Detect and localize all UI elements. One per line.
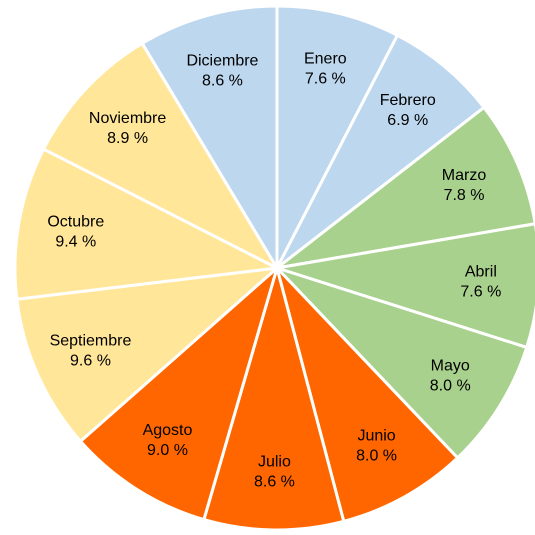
slice-category: Octubre xyxy=(47,213,104,230)
pie-slice xyxy=(275,266,529,460)
slice-value-label: 8.9 % xyxy=(107,130,148,147)
slice-value-label: 8.0 % xyxy=(430,378,471,395)
pie-slice xyxy=(41,41,281,272)
pie-slice xyxy=(202,262,346,532)
slice-labels: Enero 7.6 % Febrero 6.9 % Marzo 7.8 % Abril 7.6… xyxy=(47,51,501,491)
slice-value-label: 6.9 % xyxy=(387,112,428,129)
slice-value-label: 9.4 % xyxy=(55,233,96,250)
pie-slice xyxy=(13,147,283,301)
pie xyxy=(13,4,535,532)
slice-category: Junio xyxy=(357,428,395,445)
slice-category: Septiembre xyxy=(50,333,132,350)
slice-value-label: 8.0 % xyxy=(356,448,397,465)
pie-slice xyxy=(276,222,535,350)
slice-category: Diciembre xyxy=(186,52,258,69)
pie-slice xyxy=(276,105,535,270)
pie-slice xyxy=(140,4,279,274)
pie-slice xyxy=(275,4,400,269)
slice-category: Marzo xyxy=(442,167,487,184)
slice-category: Febrero xyxy=(380,92,436,109)
slice-category: Julio xyxy=(258,454,291,471)
slice-category: Mayo xyxy=(431,358,470,375)
pie-slice xyxy=(275,266,460,524)
slice-category: Noviembre xyxy=(89,110,166,127)
slice-value-label: 9.6 % xyxy=(70,353,111,370)
slice-category: Enero xyxy=(304,51,347,68)
slice-category: Agosto xyxy=(143,422,193,439)
slice-value-label: 8.6 % xyxy=(254,474,295,491)
pie-slice xyxy=(15,265,282,444)
slice-value-label: 7.8 % xyxy=(444,187,485,204)
slice-value-label: 7.6 % xyxy=(460,283,501,300)
slice-value-label: 9.0 % xyxy=(147,442,188,459)
slice-value-label: 8.6 % xyxy=(202,72,243,89)
slice-category: Abril xyxy=(465,263,497,280)
pie-slice xyxy=(275,33,487,270)
pie-slice xyxy=(78,263,280,522)
slice-value-label: 7.6 % xyxy=(305,71,346,88)
